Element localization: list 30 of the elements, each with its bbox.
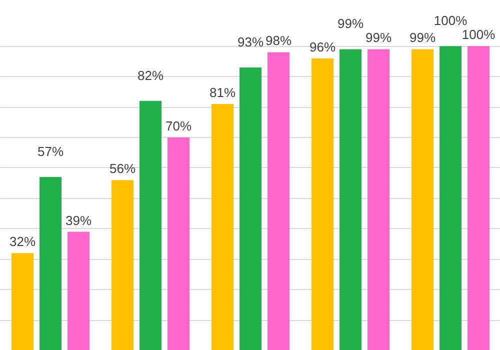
data-label: 56% <box>109 161 136 176</box>
bar <box>368 49 390 350</box>
data-label: 81% <box>209 84 236 100</box>
bar <box>168 137 190 350</box>
data-label: 100% <box>462 27 496 42</box>
bar <box>468 46 490 350</box>
data-label: 100% <box>434 13 468 28</box>
bar <box>140 100 162 350</box>
data-label: 70% <box>165 118 192 134</box>
bar <box>440 46 462 350</box>
bar <box>68 232 90 350</box>
data-label: 39% <box>65 212 92 228</box>
data-label: 99% <box>409 30 436 46</box>
bar <box>268 52 290 350</box>
data-label: 32% <box>9 234 36 250</box>
data-label: 57% <box>37 144 64 160</box>
data-label: 96% <box>309 39 336 54</box>
data-label: 93% <box>237 34 264 50</box>
bar <box>240 67 262 350</box>
bar <box>40 177 62 350</box>
bar <box>340 49 362 350</box>
bar <box>212 104 234 350</box>
data-label: 98% <box>265 33 292 48</box>
data-label: 99% <box>337 16 364 32</box>
bar <box>312 58 334 350</box>
bar <box>12 253 34 350</box>
bar <box>112 180 134 350</box>
data-label: 99% <box>365 30 392 46</box>
data-label: 82% <box>137 68 164 83</box>
bar <box>412 49 434 350</box>
